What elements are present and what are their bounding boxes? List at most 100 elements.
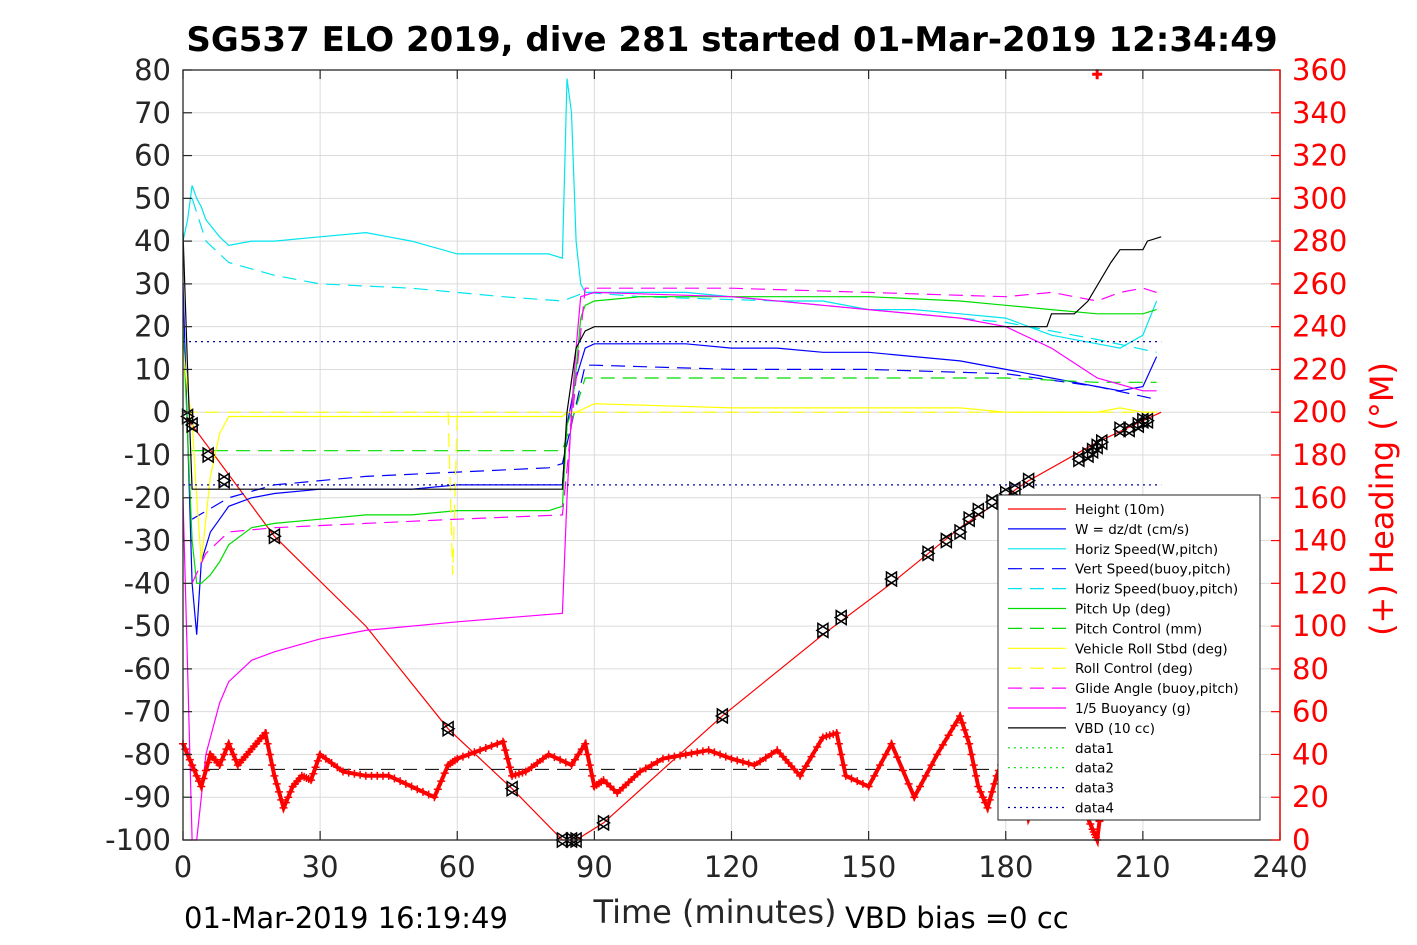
y-tick-label: -90 [124,780,171,814]
y2-tick-label: 220 [1292,352,1347,386]
y-tick-label: -70 [124,695,171,729]
height-marker-left [961,510,975,528]
heading-point-stray [1092,69,1103,80]
legend-label-4: Horiz Speed(buoy,pitch) [1075,582,1238,598]
heading-point [630,772,639,781]
y2-tick-label: 160 [1292,481,1347,515]
series-line-9 [191,287,1157,584]
heading-point [698,747,707,756]
y-tick-label: -20 [124,481,171,515]
heading-point [188,761,197,770]
heading-point [704,746,713,755]
heading-point [192,771,201,780]
heading-point [190,766,199,775]
y2-tick-label: 80 [1292,652,1329,686]
legend-label-13: data2 [1075,761,1114,777]
heading-point [773,746,782,755]
heading-point [224,739,233,748]
y-tick-label: -100 [105,823,171,857]
height-marker-left [984,493,998,511]
heading-point [199,774,208,783]
heading-point [407,782,416,791]
heading-point [744,759,753,768]
heading-point [424,790,433,799]
y-tick-label: -60 [124,652,171,686]
heading-point [550,753,559,762]
legend-label-7: Vehicle Roll Stbd (deg) [1075,641,1228,657]
heading-point [518,768,527,777]
heading-point [1086,819,1095,828]
heading-point [197,782,206,791]
height-marker-left [1140,412,1154,430]
series-line-8 [183,411,1157,575]
y-tick-label: 60 [134,139,171,173]
heading-point [384,771,393,780]
y2-tick-label: 240 [1292,310,1347,344]
series-line-5 [182,296,1157,584]
heading-point [693,748,702,757]
chart-title: SG537 ELO 2019, dive 281 started 01-Mar-… [186,20,1277,60]
heading-point [983,803,992,812]
heading-point [988,787,997,796]
x-axis-label: Time (minutes) [593,893,837,931]
height-marker-left [216,472,230,490]
heading-point [229,750,238,759]
heading-point [508,771,517,780]
y2-tick-label: 140 [1292,524,1347,558]
series-line-2 [182,78,1158,349]
y-tick-label: 80 [134,53,171,87]
height-marker-left [440,720,454,738]
y2-tick-label: 120 [1292,566,1347,600]
heading-point [978,793,987,802]
y2-tick-label: 200 [1292,395,1347,429]
right-y-axis-label: (+) Heading (°M) [1363,362,1401,636]
height-marker-left [938,532,953,549]
heading-point [356,770,365,779]
y2-tick-label: 300 [1292,181,1347,215]
heading-point [965,739,974,748]
heading-point [829,730,838,739]
heading-point [458,752,467,761]
heading-point [887,739,896,748]
height-marker-left [815,622,829,639]
height-marker-left [833,609,847,626]
heading-point [204,758,213,767]
heading-point [990,779,999,788]
heading-point [333,763,342,772]
heading-point [272,779,281,788]
heading-point [511,770,520,779]
heading-point [350,769,359,778]
heading-point [401,779,410,788]
x-tick-label: 60 [439,850,476,884]
legend: Height (10m) W = dz/dt (cm/s) Horiz Speed(… [997,494,1261,821]
heading-point [967,750,976,759]
height-marker-left [1121,420,1135,438]
heading-point [796,771,805,780]
heading-point [944,731,953,740]
heading-point [738,757,747,766]
x-tick-label: 150 [841,850,896,884]
heading-point [938,740,947,749]
y-tick-label: -10 [124,438,171,472]
heading-point [570,755,579,764]
heading-point [813,742,822,751]
footer-timestamp: 01-Mar-2019 16:19:49 [184,901,508,935]
heading-point [681,750,690,759]
heading-point [767,749,776,758]
heading-point [807,752,816,761]
heading-point [498,737,507,746]
heading-point [316,750,325,759]
heading-point [898,766,907,775]
heading-point [721,752,730,761]
heading-point [226,745,235,754]
heading-point [533,759,542,767]
y2-tick-label: 100 [1292,609,1347,643]
heading-point [544,750,553,759]
heading-point [676,751,685,760]
height-marker-left [596,814,610,832]
heading-point [321,754,330,763]
heading-point [567,761,576,770]
heading-point [950,721,959,730]
y2-tick-label: 340 [1292,96,1347,130]
heading-point [585,761,594,770]
